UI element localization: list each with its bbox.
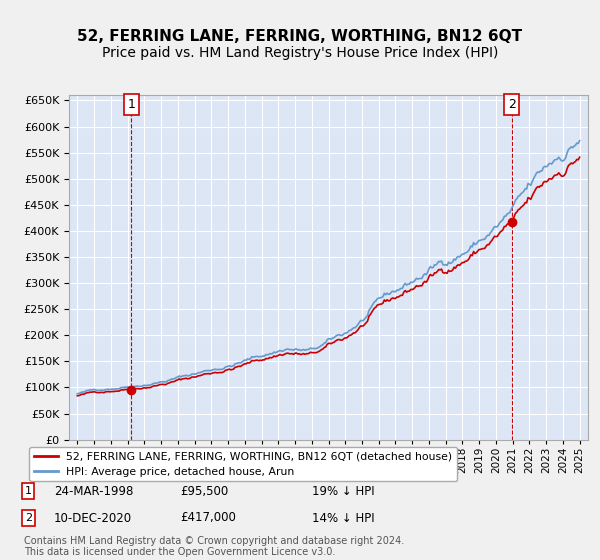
Text: £95,500: £95,500 <box>180 484 228 498</box>
Text: 24-MAR-1998: 24-MAR-1998 <box>54 484 133 498</box>
Text: 14% ↓ HPI: 14% ↓ HPI <box>312 511 374 525</box>
Text: 1: 1 <box>25 486 32 496</box>
Text: £417,000: £417,000 <box>180 511 236 525</box>
Text: 2: 2 <box>25 513 32 523</box>
Text: 2: 2 <box>508 98 515 111</box>
Legend: 52, FERRING LANE, FERRING, WORTHING, BN12 6QT (detached house), HPI: Average pri: 52, FERRING LANE, FERRING, WORTHING, BN1… <box>29 447 457 481</box>
Text: 52, FERRING LANE, FERRING, WORTHING, BN12 6QT: 52, FERRING LANE, FERRING, WORTHING, BN1… <box>77 29 523 44</box>
Text: 19% ↓ HPI: 19% ↓ HPI <box>312 484 374 498</box>
Text: 10-DEC-2020: 10-DEC-2020 <box>54 511 132 525</box>
Text: Price paid vs. HM Land Registry's House Price Index (HPI): Price paid vs. HM Land Registry's House … <box>102 46 498 60</box>
Text: Contains HM Land Registry data © Crown copyright and database right 2024.
This d: Contains HM Land Registry data © Crown c… <box>24 535 404 557</box>
Text: 1: 1 <box>128 98 136 111</box>
